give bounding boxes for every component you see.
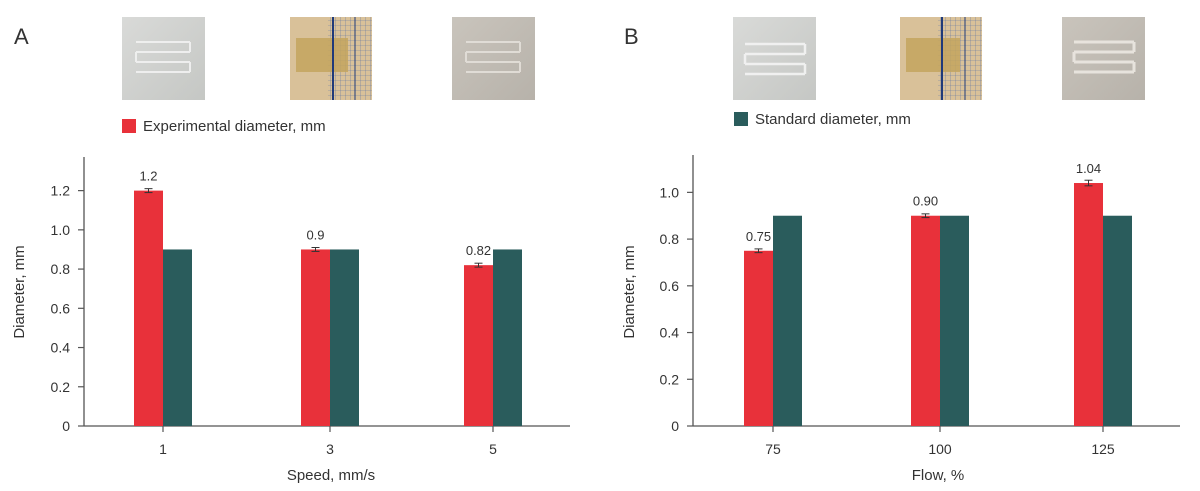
bar-experimental: [1074, 183, 1103, 426]
legend-swatch-standard: [734, 112, 748, 126]
y-tick-label: 0.4: [51, 340, 71, 356]
y-tick-label: 0.6: [51, 300, 71, 316]
y-tick-label: 0.6: [660, 278, 680, 294]
panel-letter-a: A: [14, 24, 29, 49]
legend-label-experimental: Experimental diameter, mm: [143, 118, 326, 135]
photo-speed-3: [290, 17, 372, 100]
data-label: 0.9: [306, 227, 324, 242]
panel-letter-b: B: [624, 24, 639, 49]
x-tick-label: 5: [489, 441, 497, 457]
x-axis-title-b: Flow, %: [912, 467, 965, 484]
photo-flow-125: [1062, 17, 1145, 100]
bar-experimental: [744, 250, 773, 426]
x-tick-label: 75: [765, 441, 781, 457]
bar-standard: [1103, 215, 1132, 426]
y-axis-title-b: Diameter, mm: [621, 245, 638, 338]
data-label: 1.2: [139, 169, 157, 184]
legend-standard: Standard diameter, mm: [734, 111, 911, 128]
bar-standard: [773, 215, 802, 426]
y-tick-label: 0.8: [51, 261, 71, 277]
bar-experimental: [464, 265, 493, 426]
data-label: 0.82: [466, 243, 491, 258]
y-tick-label: 0.2: [51, 379, 71, 395]
legend-swatch-experimental: [122, 119, 136, 133]
bar-standard: [940, 215, 969, 426]
bar-experimental: [301, 249, 330, 426]
chart-b: 0 0.2 0.4 0.6 0.8 1.0 75 0.75 100 0.90 125 1.04: [660, 155, 1180, 457]
y-tick-label: 0.8: [660, 231, 680, 247]
bar-standard: [330, 249, 359, 426]
data-label: 0.90: [913, 194, 938, 209]
data-label: 0.75: [746, 229, 771, 244]
legend-experimental: Experimental diameter, mm: [122, 118, 326, 135]
y-tick-label: 1.0: [660, 184, 680, 200]
photo-speed-1: [122, 17, 205, 100]
x-tick-label: 100: [928, 441, 952, 457]
x-axis-title-a: Speed, mm/s: [287, 467, 375, 484]
y-tick-label: 0: [671, 418, 679, 434]
x-tick-label: 1: [159, 441, 167, 457]
chart-a: 0 0.2 0.4 0.6 0.8 1.0 1.2 1 1.2 3 0.9 5 0.82: [51, 157, 570, 457]
photo-flow-75: [733, 17, 816, 100]
y-tick-label: 0.2: [660, 371, 680, 387]
x-tick-label: 125: [1091, 441, 1115, 457]
bar-standard: [163, 249, 192, 426]
data-label: 1.04: [1076, 161, 1101, 176]
x-tick-label: 3: [326, 441, 334, 457]
photo-flow-100: [900, 17, 982, 100]
y-tick-label: 1.0: [51, 222, 71, 238]
y-tick-label: 0.4: [660, 325, 680, 341]
photo-speed-5: [452, 17, 535, 100]
bar-experimental: [911, 215, 940, 426]
legend-label-standard: Standard diameter, mm: [755, 111, 911, 128]
y-tick-label: 1.2: [51, 183, 71, 199]
bar-standard: [493, 249, 522, 426]
y-axis-title-a: Diameter, mm: [11, 245, 28, 338]
y-tick-label: 0: [62, 418, 70, 434]
bar-experimental: [134, 190, 163, 426]
